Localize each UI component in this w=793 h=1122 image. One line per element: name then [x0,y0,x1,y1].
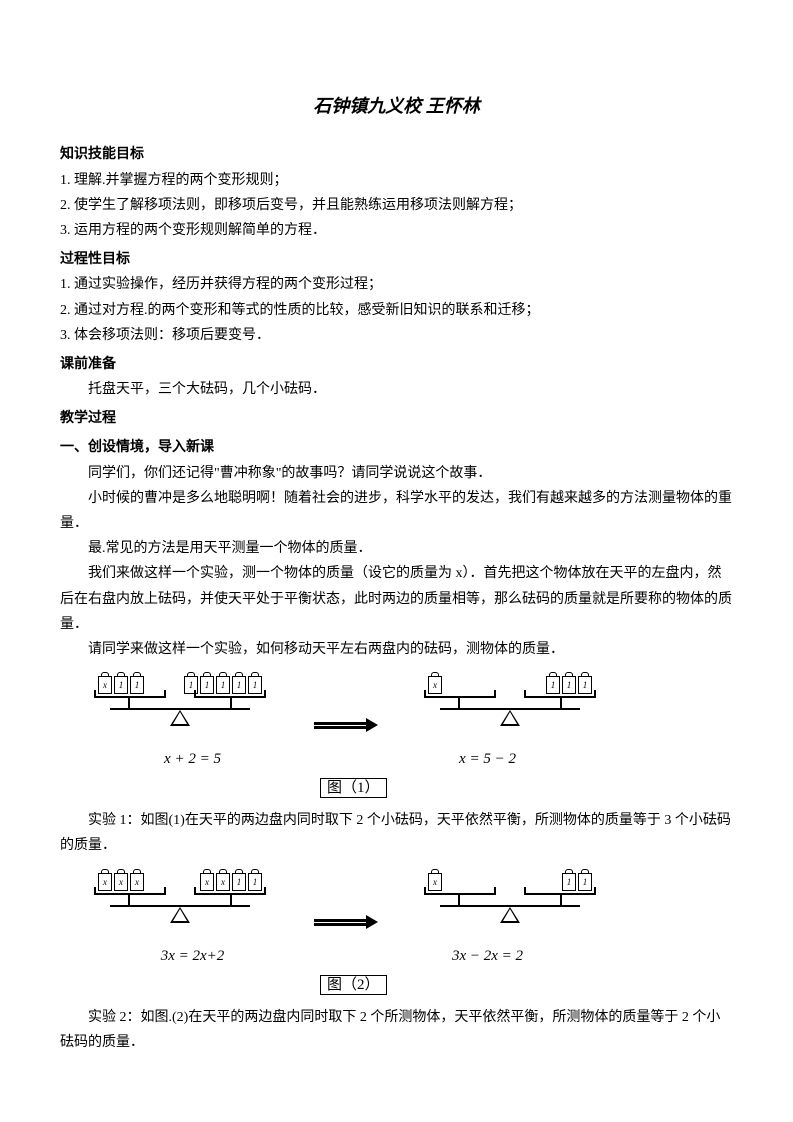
balance-1-left: x 1 1 1 1 1 1 1 [90,670,270,742]
para3: 最.常见的方法是用天平测量一个物体的质量． [60,536,733,561]
weight-1-icon: 1 [578,676,592,694]
sec2-line1: 1. 通过实验操作，经历并获得方程的两个变形过程； [60,272,733,297]
figure-1-equations: x + 2 = 5 x = 5 − 2 [100,746,733,773]
sec2-line3: 3. 体会移项法则：移项后要变号． [60,323,733,348]
figure-2: x x x x x 1 1 [90,867,733,999]
balance-2-right: x 1 1 [420,867,600,939]
section-process-head: 过程性目标 [60,247,733,272]
sec1-line1: 1. 理解.并掌握方程的两个变形规则； [60,168,733,193]
section-scenario-head: 一、创设情境，导入新课 [60,435,733,460]
page: 石钟镇九义校 王怀林 知识技能目标 1. 理解.并掌握方程的两个变形规则； 2.… [0,0,793,1122]
weight-1-icon: 1 [562,873,576,891]
weights-left: x x x [98,873,144,891]
pan-left-icon [424,893,496,895]
fig1-label: 图（1） [320,778,387,798]
fulcrum-icon [170,710,190,726]
experiment-2: 实验 2：如图.(2)在天平的两边盘内同时取下 2 个所测物体，天平依然平衡，所… [60,1005,733,1055]
weight-1-icon: 1 [562,676,576,694]
fig2-eq-left: 3x = 2x+2 [100,943,285,970]
fig1-eq-right: x = 5 − 2 [395,746,580,773]
fulcrum-icon [500,907,520,923]
section-prep-head: 课前准备 [60,352,733,377]
weight-1-icon: 1 [546,676,560,694]
fulcrum-icon [500,710,520,726]
balance-1-right: x 1 1 1 [420,670,600,742]
weight-1-icon: 1 [232,676,246,694]
fulcrum-icon [170,907,190,923]
arrow-icon [310,867,380,939]
section-teach-head: 教学过程 [60,406,733,431]
weight-x-icon: x [428,676,442,694]
weight-x-icon: x [98,873,112,891]
experiment-1: 实验 1：如图(1)在天平的两边盘内同时取下 2 个小砝码，天平依然平衡，所测物… [60,808,733,858]
pan-left-icon [94,893,166,895]
weight-1-icon: 1 [232,873,246,891]
weights-right: 1 1 1 [546,676,592,694]
weight-1-icon: 1 [114,676,128,694]
figure-2-equations: 3x = 2x+2 3x − 2x = 2 [100,943,733,970]
weight-x-icon: x [200,873,214,891]
para5: 请同学来做这样一个实验，如何移动天平左右两盘内的砝码，测物体的质量． [60,637,733,662]
weights-right: x x 1 1 [200,873,262,891]
para2: 小时候的曹冲是多么地聪明啊！随着社会的进步，科学水平的发达，我们有越来越多的方法… [60,486,733,536]
fig2-label: 图（2） [320,975,387,995]
section-knowledge-head: 知识技能目标 [60,142,733,167]
weight-x-icon: x [216,873,230,891]
weight-1-icon: 1 [200,676,214,694]
fig2-eq-right: 3x − 2x = 2 [395,943,580,970]
weight-1-icon: 1 [248,676,262,694]
weight-x-icon: x [114,873,128,891]
weight-1-icon: 1 [130,676,144,694]
sec3-line1: 托盘天平，三个大砝码，几个小砝码． [60,377,733,402]
sec1-line3: 3. 运用方程的两个变形规则解简单的方程． [60,218,733,243]
weights-left: x [428,873,442,891]
weights-right: 1 1 [562,873,592,891]
balance-2-left: x x x x x 1 1 [90,867,270,939]
weight-x-icon: x [130,873,144,891]
figure-1: x 1 1 1 1 1 1 1 [90,670,733,802]
fig1-label-wrap: 图（1） [320,775,733,802]
para4: 我们来做这样一个实验，测一个物体的质量（设它的质量为 x）．首先把这个物体放在天… [60,561,733,637]
doc-title: 石钟镇九义校 王怀林 [60,90,733,122]
figure-1-row: x 1 1 1 1 1 1 1 [90,670,733,742]
arrow-icon [310,670,380,742]
sec1-line2: 2. 使学生了解移项法则，即移项后变号，并且能熟练运用移项法则解方程； [60,193,733,218]
weight-1-icon: 1 [216,676,230,694]
weight-1-icon: 1 [248,873,262,891]
weight-x-icon: x [428,873,442,891]
weights-left: x [428,676,442,694]
sec2-line2: 2. 通过对方程.的两个变形和等式的性质的比较，感受新旧知识的联系和迁移； [60,298,733,323]
para1: 同学们，你们还记得"曹冲称象"的故事吗？请同学说说这个故事． [60,461,733,486]
weights-left: x 1 1 [98,676,144,694]
pan-left-icon [94,696,166,698]
fig2-label-wrap: 图（2） [320,972,733,999]
figure-2-row: x x x x x 1 1 [90,867,733,939]
weight-1-icon: 1 [578,873,592,891]
fig1-eq-left: x + 2 = 5 [100,746,285,773]
pan-left-icon [424,696,496,698]
weight-x-icon: x [98,676,112,694]
